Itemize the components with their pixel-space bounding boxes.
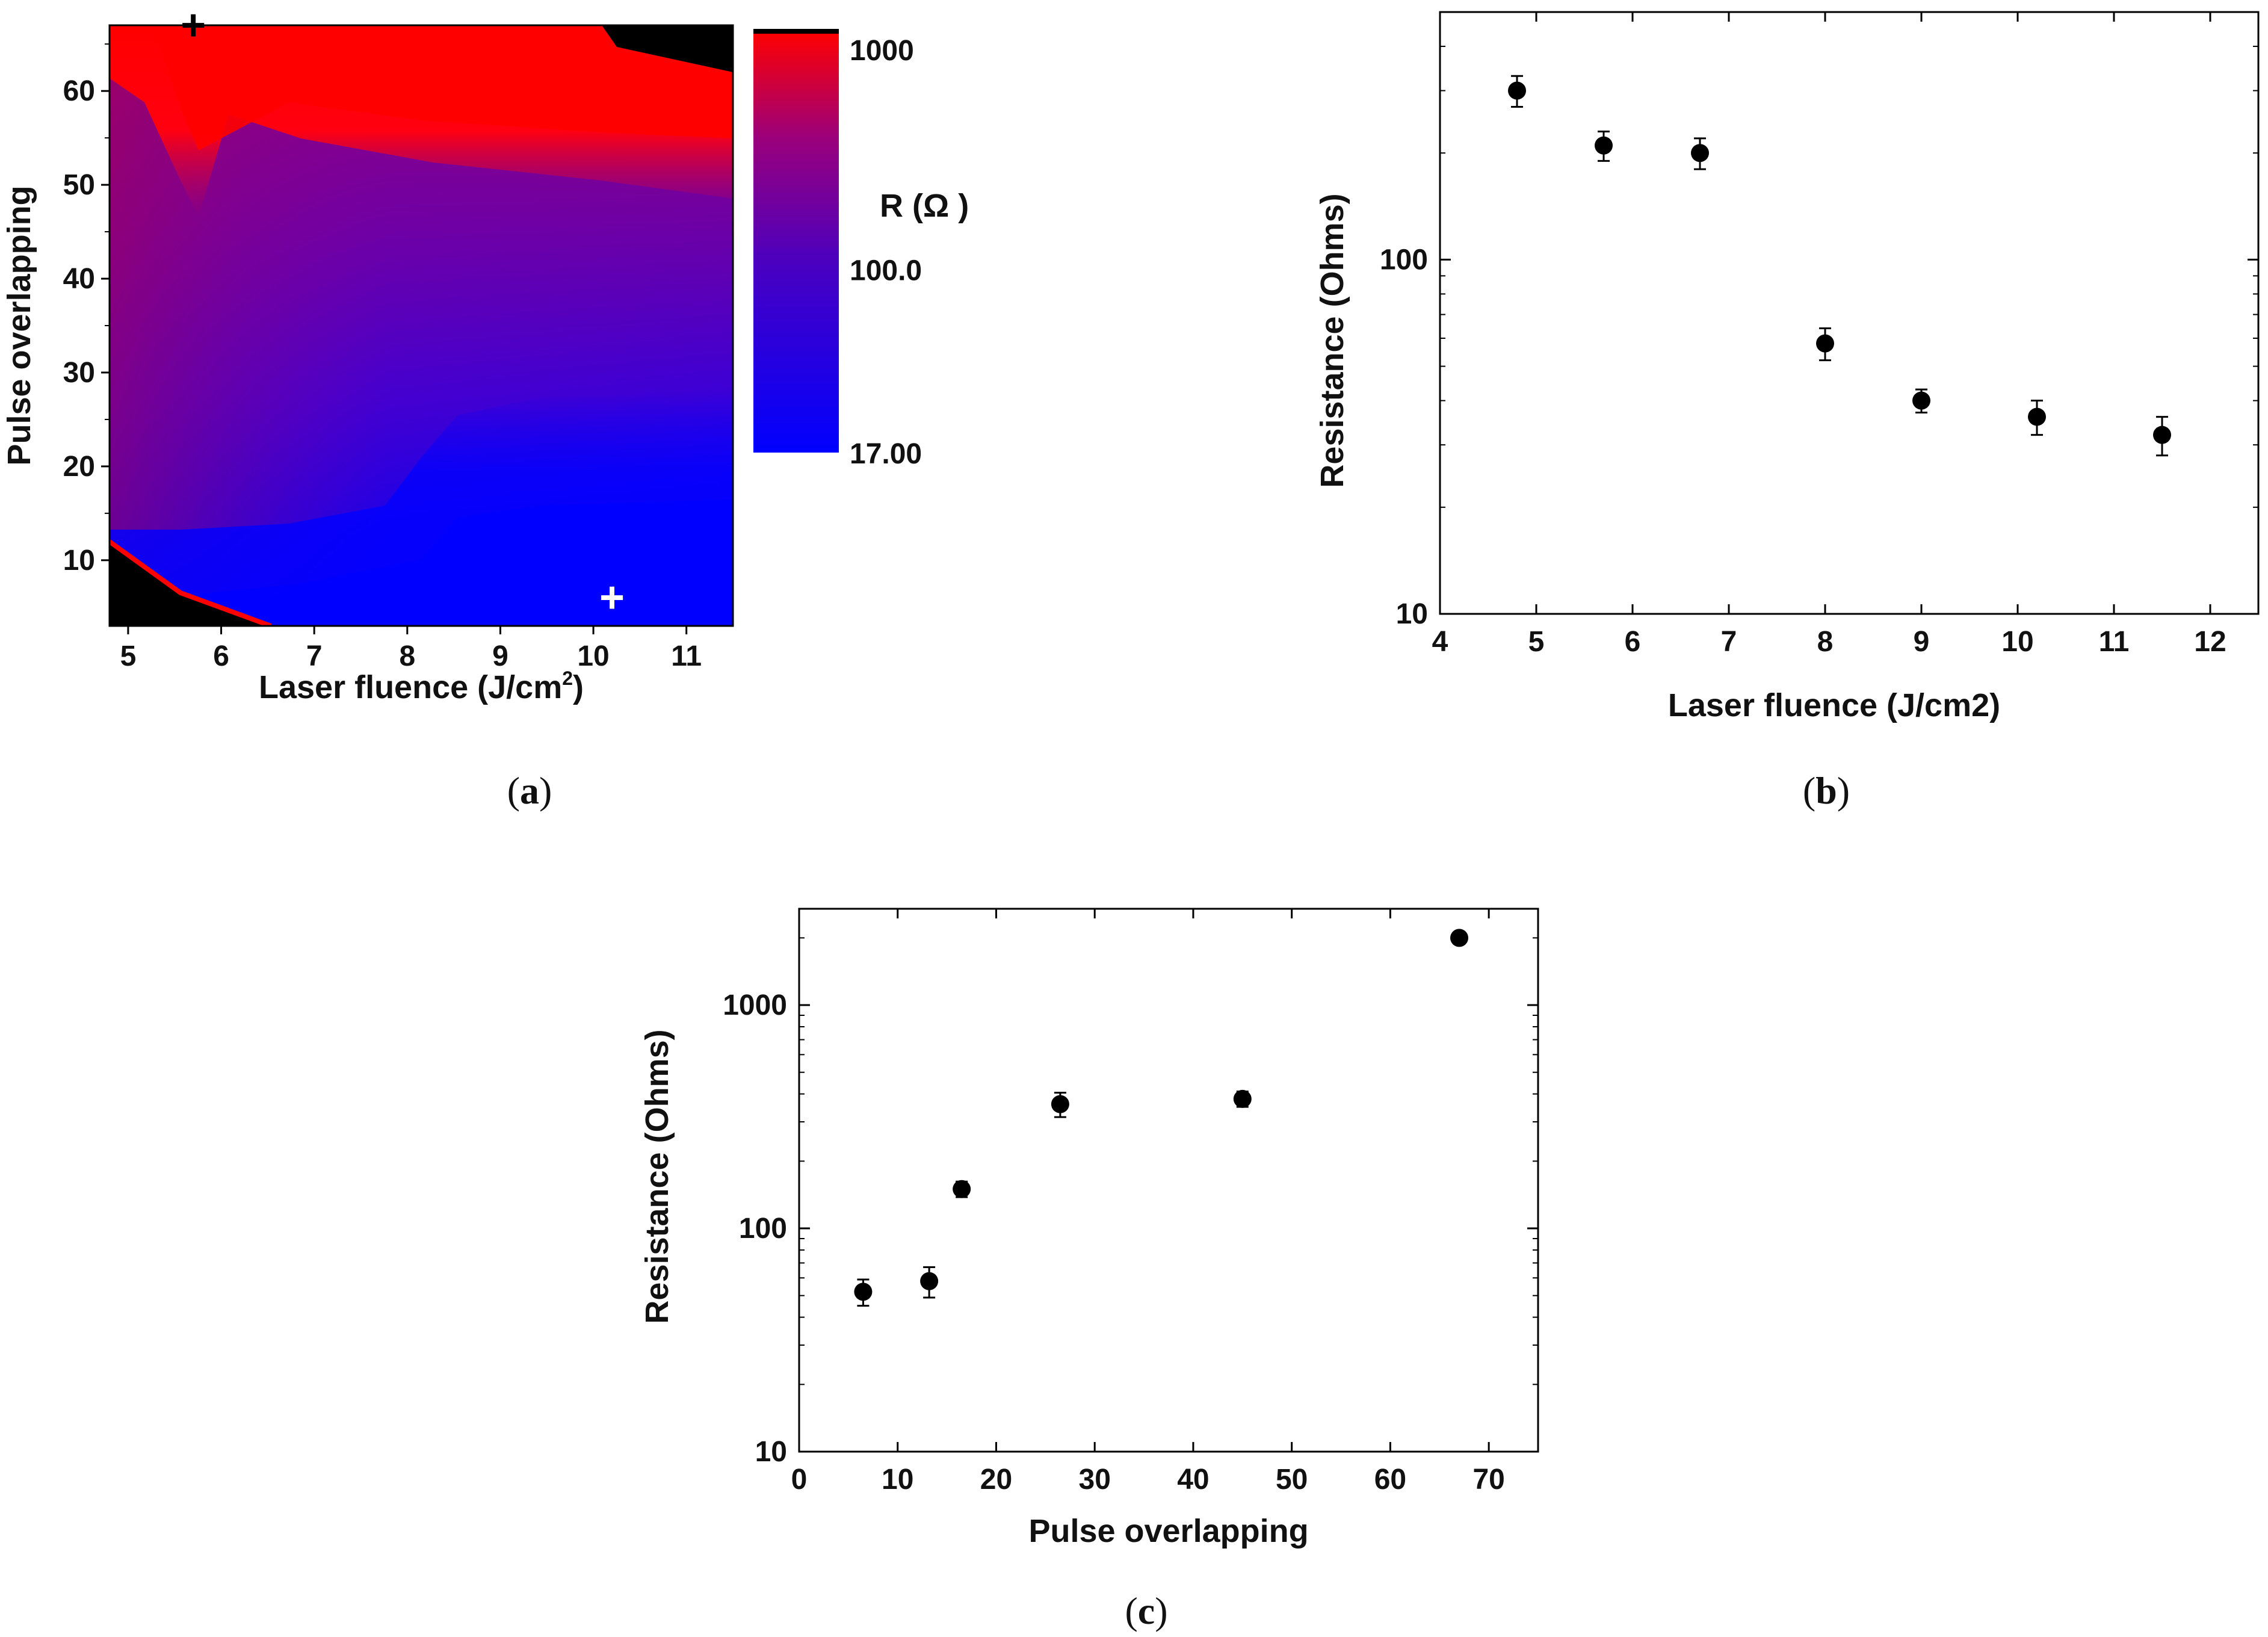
plot-b-x-tick-label: 9: [1914, 626, 1930, 658]
plot-b-x-tick-label: 5: [1528, 626, 1545, 658]
plot-c-y-tick-label: 100: [739, 1213, 787, 1245]
plot-b-y-tick-label: 100: [1380, 244, 1428, 276]
colorbar-tick-label: 17.00: [850, 438, 922, 470]
plot-c-y-tick-label: 10: [755, 1436, 787, 1468]
plot-b-x-axis-label: Laser fluence (J/cm2): [1668, 687, 2000, 723]
heatmap-y-tick-label: 30: [63, 357, 95, 389]
heatmap-field: [110, 25, 733, 626]
heatmap-y-tick-label: 50: [63, 169, 95, 201]
plot-c-x-axis-label: Pulse overlapping: [1028, 1513, 1308, 1549]
heatmap-x-tick-label: 9: [492, 640, 508, 672]
heatmap-y-axis-label: Pulse overlapping: [1, 185, 37, 465]
plot-b-data-point: [2028, 407, 2046, 426]
plot-b-x-tick-label: 8: [1817, 626, 1834, 658]
plot-c-data-point: [854, 1283, 873, 1301]
heatmap-x-axis-label: Laser fluence (J/cm2): [259, 667, 584, 705]
heatmap-x-tick-label: 8: [399, 640, 415, 672]
heatmap-y-tick-label: 20: [63, 451, 95, 483]
colorbar-gradient: [753, 31, 839, 453]
plot-b-data-point: [1691, 144, 1709, 162]
heatmap-markers: ++: [181, 1, 625, 622]
plot-c-data-point: [953, 1180, 971, 1198]
colorbar-tick-label: 100.0: [850, 255, 922, 287]
heatmap-oor-boundary: [110, 539, 272, 626]
colorbar-ticks: 1000 100.0 17.00: [850, 35, 922, 470]
plot-b-data-point: [1912, 391, 1930, 410]
heatmap-x-tick-label: 6: [213, 640, 229, 672]
plot-c-data-point: [1233, 1089, 1252, 1108]
plot-c-x-tick-label: 10: [882, 1464, 913, 1496]
plot-b-data-point: [1816, 334, 1834, 353]
plot-c-x-tick-label: 20: [980, 1464, 1012, 1496]
plot-b-y-tick-label: 10: [1396, 598, 1428, 630]
heatmap-x-tick-label: 5: [120, 640, 137, 672]
heatmap-x-tick-label: 10: [577, 640, 609, 672]
heatmap-y-tick-label: 60: [63, 75, 95, 107]
panel-c-label: (c): [1125, 1589, 1167, 1632]
heatmap-low-core: [156, 500, 733, 626]
plot-c-x-tick-label: 40: [1177, 1464, 1209, 1496]
heatmap-axes: 5 6 7 8 9 10 11 10 20 30 40 50 60: [63, 43, 702, 672]
heatmap-marker-plus: +: [181, 1, 206, 49]
plot-b-x-tick-label: 4: [1432, 626, 1448, 658]
plot-c-x-tick-label: 70: [1472, 1464, 1504, 1496]
plot-c-x-tick-label: 0: [791, 1464, 808, 1496]
heatmap-x-tick-label: 11: [671, 640, 702, 672]
plot-b-data-point: [1508, 81, 1526, 100]
panel-b-label: (b): [1803, 769, 1850, 812]
plot-b-x-tick-label: 11: [2099, 626, 2130, 658]
plot-b-y-axis-label: Resistance (Ohms): [1314, 193, 1350, 487]
heatmap-oor-bottom-left: [110, 542, 271, 626]
panel-a-label: (a): [507, 769, 552, 812]
heatmap-y-tick-label: 10: [63, 545, 95, 577]
plot-b-points: [1508, 75, 2171, 457]
plot-b-x-tick-label: 10: [2001, 626, 2033, 658]
colorbar-top-cap: [753, 29, 839, 34]
plot-c-x-tick-label: 30: [1079, 1464, 1111, 1496]
plot-b-x-tick-label: 6: [1625, 626, 1641, 658]
plot-c-data-point: [920, 1272, 939, 1290]
heatmap-y-tick-label: 40: [63, 263, 95, 295]
plot-c-y-axis-label: Resistance (Ohms): [639, 1029, 675, 1323]
plot-c-data-point: [1450, 929, 1469, 947]
plot-b-x-tick-label: 12: [2194, 626, 2226, 658]
plot-c-frame: [798, 908, 1539, 1453]
heatmap-high-core: [144, 25, 733, 150]
plot-b-frame: [1439, 11, 2260, 615]
plot-c-x-tick-label: 50: [1276, 1464, 1308, 1496]
heatmap-marker-plus: +: [599, 574, 625, 622]
plot-c-data-point: [1051, 1095, 1069, 1113]
colorbar-title: R (Ω ): [880, 188, 969, 224]
heatmap-oor-top-right: [602, 25, 733, 72]
colorbar-tick-label: 1000: [850, 35, 914, 67]
heatmap-x-tick-label: 7: [306, 640, 323, 672]
plot-b-data-point: [1595, 136, 1613, 155]
plot-c-x-tick-label: 60: [1374, 1464, 1406, 1496]
plot-b-data-point: [2153, 425, 2171, 444]
plot-c-y-tick-label: 1000: [723, 989, 787, 1021]
plot-b-x-tick-label: 7: [1721, 626, 1737, 658]
plot-b-axes: 4 5 6 7 8 9 10 11 12 10 100: [1380, 11, 2258, 658]
plot-c-points: [854, 929, 1469, 1307]
